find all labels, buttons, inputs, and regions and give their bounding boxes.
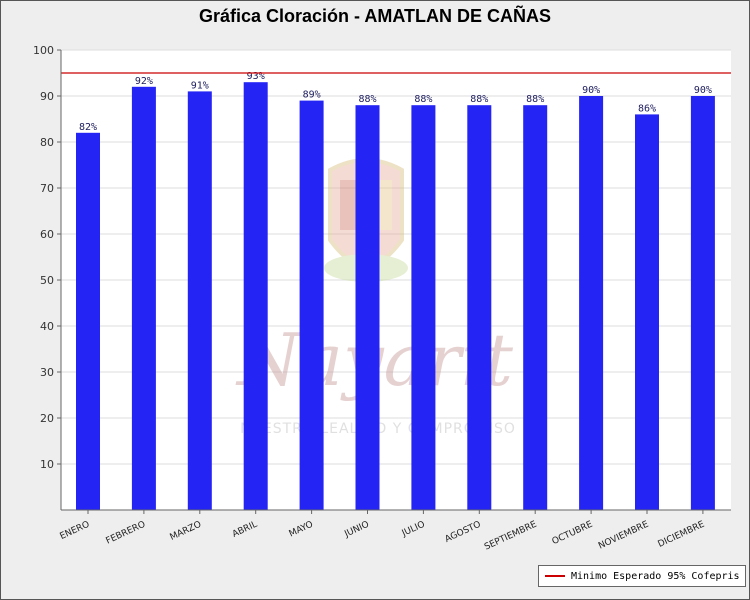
y-tick-label: 10 xyxy=(40,458,54,471)
bars xyxy=(76,82,715,511)
y-tick-label: 50 xyxy=(40,274,54,287)
bar-febrero xyxy=(131,86,156,511)
data-label-noviembre: 86% xyxy=(638,103,656,114)
bar-marzo xyxy=(187,91,212,511)
data-label-septiembre: 88% xyxy=(526,94,544,105)
y-tick-label: 20 xyxy=(40,412,54,425)
x-tick-labels: ENERO FEBRERO MARZO ABRIL MAYO JUNIO JULIO AGOS… xyxy=(59,520,707,553)
legend-swatch-reference-line xyxy=(545,575,565,577)
data-label-agosto: 88% xyxy=(470,94,488,105)
data-label-enero: 82% xyxy=(79,122,97,133)
bar-noviembre xyxy=(635,114,659,511)
data-labels: 82% 92% 91% 93% 89% 88% 88% 88% 88% 90% 86% 90% xyxy=(79,71,712,133)
x-tick-label-abril: ABRIL xyxy=(231,520,259,540)
bar-julio xyxy=(411,105,436,510)
y-tick-label: 80 xyxy=(40,136,54,149)
x-tick-label-agosto: AGOSTO xyxy=(444,520,483,545)
bar-septiembre xyxy=(523,105,548,510)
bar-mayo xyxy=(299,100,324,510)
x-tick-label-septiembre: SEPTIEMBRE xyxy=(483,520,539,553)
data-label-marzo: 91% xyxy=(191,80,209,91)
x-tick-label-junio: JUNIO xyxy=(342,520,370,540)
bar-junio xyxy=(355,105,380,510)
x-tick-label-febrero: FEBRERO xyxy=(105,520,148,547)
y-tick-label: 30 xyxy=(40,366,54,379)
data-label-febrero: 92% xyxy=(135,76,153,87)
x-tick-label-octubre: OCTUBRE xyxy=(551,520,595,548)
data-label-mayo: 89% xyxy=(303,90,321,101)
data-label-julio: 88% xyxy=(414,94,432,105)
grid-lines xyxy=(61,49,731,465)
data-label-octubre: 90% xyxy=(582,85,600,96)
x-tick-label-noviembre: NOVIEMBRE xyxy=(597,520,650,552)
legend: Minimo Esperado 95% Cofepris xyxy=(538,565,746,587)
axes xyxy=(57,49,731,514)
bar-agosto xyxy=(467,105,492,510)
bar-octubre xyxy=(579,96,604,510)
y-tick-label: 100 xyxy=(33,44,54,57)
bar-enero xyxy=(76,132,100,511)
y-tick-label: 70 xyxy=(40,182,54,195)
x-tick-label-diciembre: DICIEMBRE xyxy=(657,520,707,550)
x-tick-label-enero: ENERO xyxy=(59,520,92,542)
x-tick-label-mayo: MAYO xyxy=(288,520,315,540)
data-label-junio: 88% xyxy=(358,94,376,105)
bar-diciembre xyxy=(690,96,715,510)
y-tick-labels: 10 20 30 40 50 60 70 80 90 100 xyxy=(33,44,54,471)
chart-title: Gráfica Cloración - AMATLAN DE CAÑAS xyxy=(198,6,552,26)
y-tick-label: 40 xyxy=(40,320,54,333)
bar-abril xyxy=(243,82,268,510)
legend-label-reference-line: Minimo Esperado 95% Cofepris xyxy=(571,570,740,582)
data-label-diciembre: 90% xyxy=(694,85,712,96)
y-tick-label: 90 xyxy=(40,90,54,103)
y-tick-label: 60 xyxy=(40,228,54,241)
x-tick-label-marzo: MARZO xyxy=(169,520,204,543)
data-label-abril: 93% xyxy=(247,71,265,82)
x-tick-label-julio: JULIO xyxy=(400,520,427,540)
